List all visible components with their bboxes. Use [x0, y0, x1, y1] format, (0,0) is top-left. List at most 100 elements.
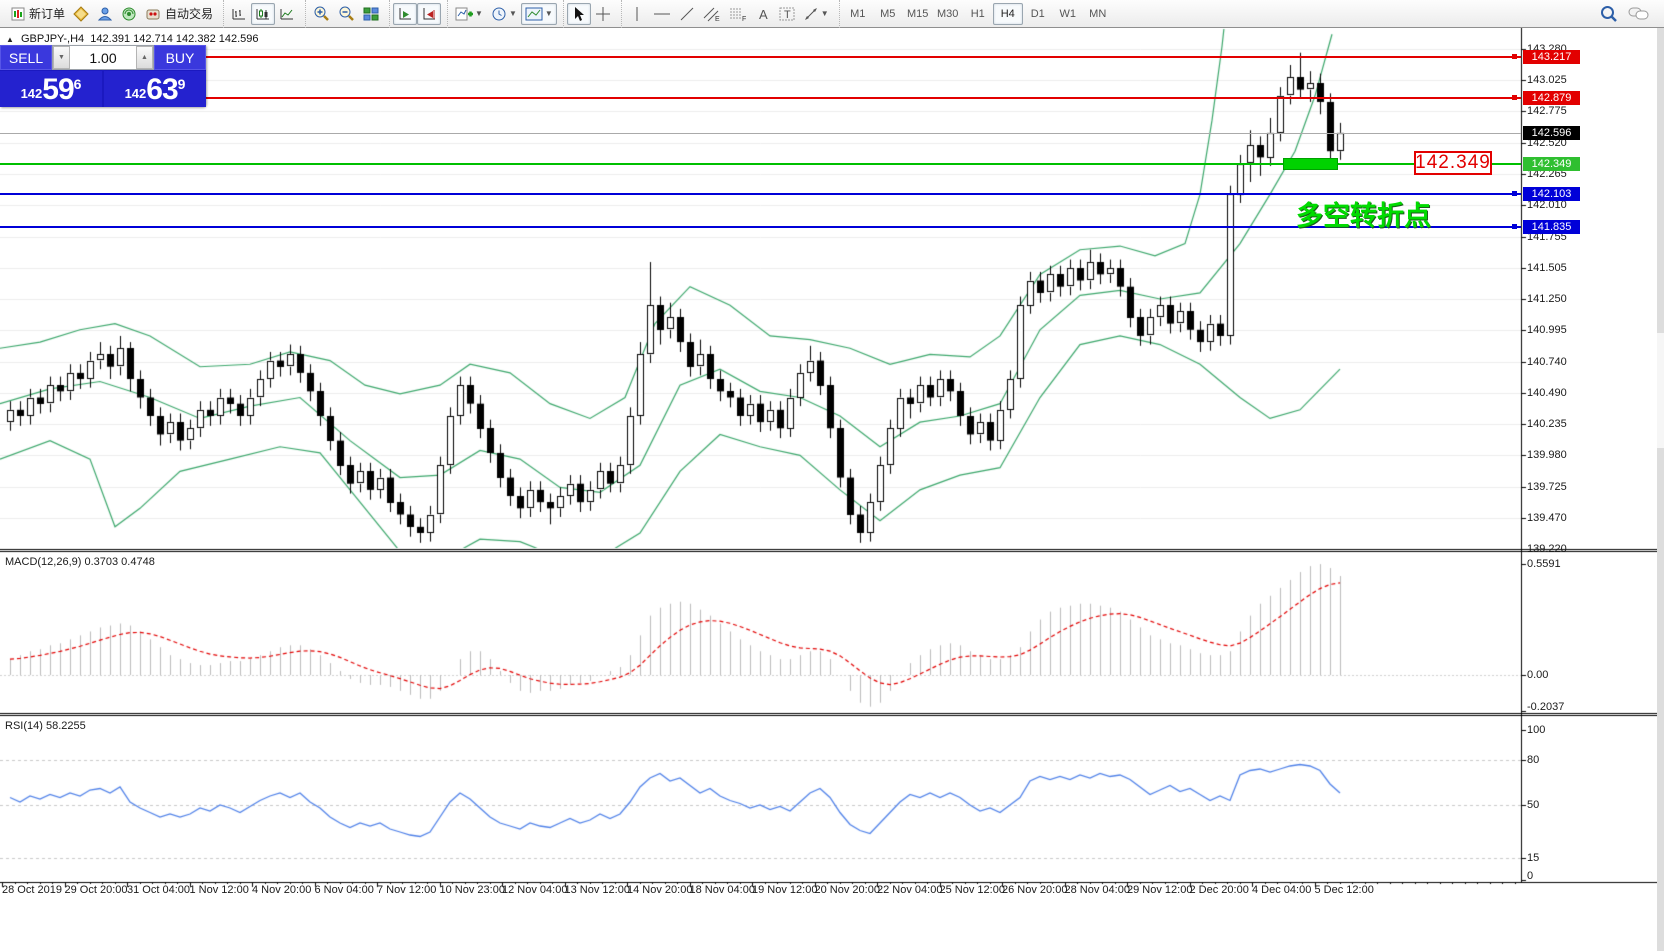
timeframe-button-h4[interactable]: H4: [992, 2, 1023, 25]
turning-point-annotation[interactable]: 多空转折点: [1296, 201, 1431, 231]
zoom-out-button[interactable]: [334, 3, 359, 25]
price-label-support: 141.835: [1523, 219, 1580, 234]
line-anchor[interactable]: [1512, 95, 1517, 101]
text-a-icon: A: [756, 6, 770, 22]
timeframe-button-m5[interactable]: M5: [880, 7, 896, 20]
vertical-scrollbar[interactable]: [1657, 28, 1664, 951]
autotrading-button[interactable]: 自动交易: [141, 3, 217, 25]
timeframe-button-m30[interactable]: M30: [937, 7, 959, 20]
trendline-button[interactable]: [675, 3, 699, 25]
price-tick: 142.775: [1527, 105, 1567, 118]
vertical-line-icon: [631, 6, 643, 22]
buy-price[interactable]: 142 63 9: [104, 71, 206, 107]
market-button[interactable]: [69, 3, 93, 25]
lot-increase-button[interactable]: ▲: [136, 46, 153, 69]
chevron-down-icon: ▼: [544, 9, 553, 18]
time-axis-label: 22 Nov 04:00: [877, 884, 943, 896]
timeframe-button-h1[interactable]: H1: [970, 7, 985, 20]
time-axis-label: 19 Nov 12:00: [752, 884, 818, 896]
line-chart-icon: [279, 6, 295, 22]
bar-chart-button[interactable]: [227, 3, 251, 25]
current-line[interactable]: [0, 132, 1521, 134]
resistance-line[interactable]: [0, 95, 1521, 101]
bar-chart-icon: [231, 6, 247, 22]
sell-price[interactable]: 142 59 6: [0, 71, 102, 107]
pivot-zone-rectangle[interactable]: [1283, 158, 1338, 170]
auto-scroll-button[interactable]: [393, 2, 418, 25]
tile-windows-icon: [363, 6, 379, 22]
auto-scroll-icon: [397, 6, 413, 22]
chart-shift-button[interactable]: [417, 2, 442, 25]
support-line[interactable]: [0, 190, 1521, 196]
price-tick: 139.220: [1527, 542, 1567, 555]
price-tick: 142.010: [1527, 199, 1567, 212]
buy-button[interactable]: BUY: [154, 45, 206, 70]
symbol-name: GBPJPY-,H4: [20, 33, 85, 45]
price-chart-canvas[interactable]: [0, 28, 1664, 951]
timeframe-group: M1 M5 M15 M30 H1 H4 D1 W1 MN: [838, 0, 1116, 28]
line-anchor[interactable]: [1512, 224, 1517, 229]
line-anchor[interactable]: [1512, 53, 1517, 59]
time-axis-label: 1 Nov 12:00: [189, 884, 249, 896]
time-axis-label: 28 Nov 04:00: [1064, 884, 1130, 896]
new-order-label: 新订单: [29, 7, 66, 21]
zoom-out-icon: [338, 5, 355, 22]
line-anchor[interactable]: [1512, 190, 1517, 196]
timeframe-button-m1[interactable]: M1: [850, 7, 866, 20]
time-axis-label: 4 Dec 04:00: [1252, 884, 1312, 896]
chevron-down-icon: ▼: [820, 9, 829, 18]
crosshair-button[interactable]: [591, 3, 615, 25]
arrows-button[interactable]: ▼: [799, 3, 833, 25]
horizontal-line-button[interactable]: [649, 3, 675, 25]
time-axis-label: 26 Nov 20:00: [1002, 884, 1068, 896]
channel-button[interactable]: E: [699, 3, 725, 25]
price-tick: 139.980: [1527, 449, 1567, 462]
clock-icon: [491, 6, 507, 22]
cursor-button[interactable]: [566, 2, 591, 25]
periods-button[interactable]: ▼: [487, 3, 521, 25]
chart-shift-icon: [421, 6, 437, 22]
sell-button[interactable]: SELL: [0, 45, 52, 70]
support-line[interactable]: [0, 224, 1521, 229]
community-button[interactable]: [93, 3, 117, 25]
resistance-line[interactable]: [0, 53, 1521, 59]
lot-size-input[interactable]: 1.00: [89, 49, 117, 66]
lot-decrease-button[interactable]: ▼: [53, 46, 70, 69]
indicators-button[interactable]: ▼: [451, 3, 487, 25]
line-chart-button[interactable]: [275, 3, 299, 25]
autotrading-label: 自动交易: [165, 7, 214, 21]
timeframe-button-d1[interactable]: D1: [1030, 7, 1045, 20]
svg-text:T: T: [784, 9, 791, 21]
fibonacci-icon: F: [729, 6, 747, 22]
time-axis-label: 10 Nov 23:00: [439, 884, 505, 896]
horizontal-line-icon: [653, 6, 671, 22]
sell-price-point: 6: [73, 76, 82, 92]
new-order-button[interactable]: 新订单: [7, 3, 69, 25]
zoom-in-button[interactable]: [309, 3, 334, 25]
timeframe-button-w1[interactable]: W1: [1059, 7, 1076, 20]
text-label-button[interactable]: T: [775, 3, 799, 25]
tile-windows-button[interactable]: [359, 3, 383, 25]
timeframe-button-m15[interactable]: M15: [907, 7, 929, 20]
buy-price-point: 9: [177, 76, 186, 92]
price-tick: 139.470: [1527, 512, 1567, 525]
price-tag-label[interactable]: 142.349: [1414, 151, 1492, 175]
trendline-icon: [679, 6, 695, 22]
buy-price-pips: 63: [146, 73, 178, 106]
fibonacci-button[interactable]: F: [725, 3, 751, 25]
scrollbar-thumb[interactable]: [1657, 333, 1664, 448]
candlestick-chart-button[interactable]: [251, 2, 276, 25]
collapse-icon[interactable]: ▲: [6, 35, 14, 44]
price-label-resistance: 142.879: [1523, 91, 1580, 106]
pivot-line[interactable]: [0, 162, 1521, 165]
templates-button[interactable]: ▼: [520, 2, 557, 25]
signals-button[interactable]: [117, 3, 141, 25]
chat-icon[interactable]: [1628, 5, 1650, 23]
vertical-line-button[interactable]: [625, 3, 649, 25]
rsi-tick: 100: [1527, 724, 1546, 736]
lot-size-box: ▼ 1.00 ▲: [52, 45, 154, 70]
text-button[interactable]: A: [751, 3, 775, 25]
main-toolbar: 新订单 自动交易 ▼ ▼ ▼: [0, 0, 1664, 28]
search-icon[interactable]: [1600, 5, 1618, 23]
timeframe-button-mn[interactable]: MN: [1089, 7, 1107, 20]
